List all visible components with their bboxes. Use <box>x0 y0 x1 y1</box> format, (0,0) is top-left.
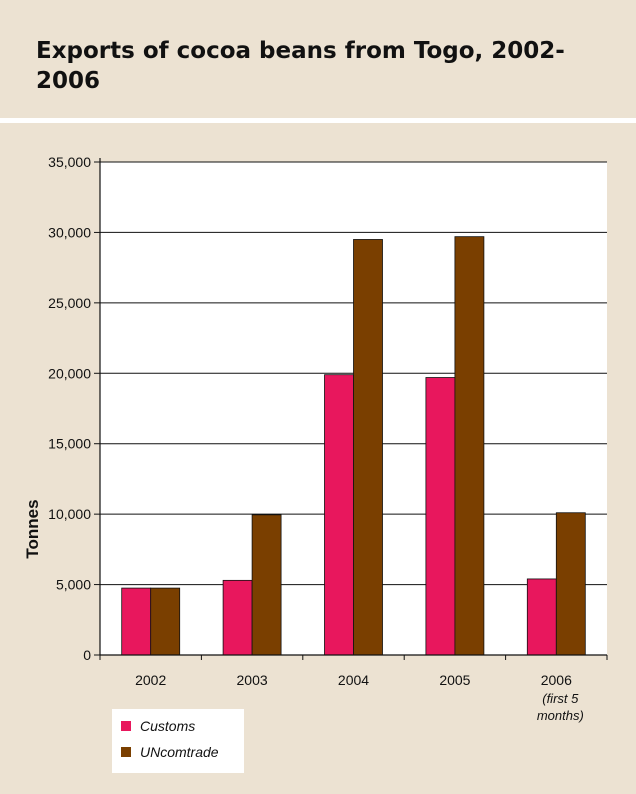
bar-customs-2003 <box>222 579 253 656</box>
y-tick-label: 15,000 <box>48 436 91 452</box>
bars <box>121 236 586 656</box>
y-tick-label: 30,000 <box>48 224 91 240</box>
bar-uncomtrade-2006 <box>555 512 586 656</box>
y-tick-label: 10,000 <box>48 506 91 522</box>
bar-chart: 0 5,000 10,000 15,000 20,000 25,000 30,000 35,0… <box>23 154 608 773</box>
legend-swatch-customs <box>121 721 131 731</box>
bar-uncomtrade-2002 <box>150 587 181 656</box>
bar-uncomtrade-2004 <box>353 239 383 656</box>
legend-box <box>112 709 244 773</box>
title-panel: Exports of cocoa beans from Togo, 2002-2… <box>0 0 636 118</box>
y-tick-label: 25,000 <box>48 295 91 311</box>
bar-customs-2004 <box>324 374 354 656</box>
legend-label-customs: Customs <box>140 718 195 734</box>
y-axis-label: Tonnes <box>23 499 42 558</box>
bar-customs-2002 <box>121 587 152 656</box>
x-tick-label: 2006 <box>541 672 572 688</box>
tick-labels: 0 5,000 10,000 15,000 20,000 25,000 30,000 35,0… <box>48 154 584 723</box>
legend: Customs UNcomtrade <box>112 709 244 773</box>
bar-customs-2005 <box>425 377 456 656</box>
legend-swatch-uncomtrade <box>121 747 131 757</box>
x-tick-note: (first 5 <box>542 691 579 706</box>
axes <box>94 158 608 660</box>
x-tick-label: 2002 <box>135 672 166 688</box>
chart-panel: 0 5,000 10,000 15,000 20,000 25,000 30,000 35,0… <box>0 123 636 789</box>
x-tick-note: months) <box>537 708 584 723</box>
y-tick-label: 20,000 <box>48 365 91 381</box>
legend-label-uncomtrade: UNcomtrade <box>140 744 219 760</box>
divider <box>0 118 636 123</box>
y-tick-label: 35,000 <box>48 154 91 170</box>
x-tick-label: 2003 <box>237 672 268 688</box>
x-tick-label: 2004 <box>338 672 369 688</box>
y-tick-label: 0 <box>83 647 91 663</box>
chart-title: Exports of cocoa beans from Togo, 2002-2… <box>36 38 565 94</box>
y-tick-label: 5,000 <box>56 577 91 593</box>
bar-uncomtrade-2003 <box>251 514 282 656</box>
bar-uncomtrade-2005 <box>454 236 485 656</box>
x-tick-label: 2005 <box>439 672 470 688</box>
bar-customs-2006 <box>526 578 557 656</box>
